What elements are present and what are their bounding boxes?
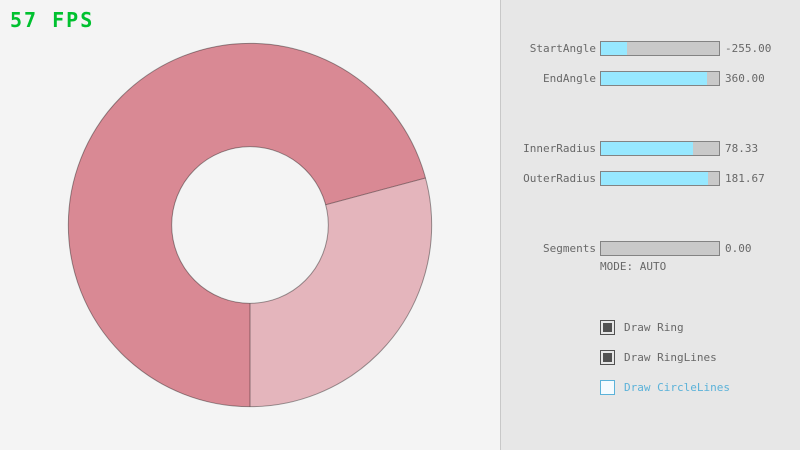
draw-ring-label: Draw Ring: [624, 320, 684, 334]
outerradius-label: OuterRadius: [523, 171, 596, 185]
startangle-row: StartAngle -255.00: [500, 40, 800, 56]
segments-row: Segments 0.00: [500, 240, 800, 256]
endangle-slider-fill: [601, 71, 708, 85]
draw-ringlines-label: Draw RingLines: [624, 350, 717, 364]
draw-circlelines-label: Draw CircleLines: [624, 380, 730, 394]
outerradius-slider[interactable]: [600, 170, 720, 186]
segments-slider[interactable]: [600, 240, 720, 256]
innerradius-slider[interactable]: [600, 140, 720, 156]
outerradius-value: 181.67: [725, 171, 765, 185]
endangle-row: EndAngle 360.00: [500, 70, 800, 86]
endangle-value: 360.00: [725, 71, 765, 85]
ring-sector-light: [250, 177, 432, 407]
fps-counter: 57 FPS: [10, 8, 95, 32]
segments-label: Segments: [543, 241, 596, 255]
draw-ringlines-checkbox-row: Draw RingLines: [600, 349, 717, 365]
innerradius-label: InnerRadius: [523, 141, 596, 155]
startangle-label: StartAngle: [529, 41, 596, 55]
outerradius-slider-fill: [601, 171, 709, 185]
checkmark-icon: [603, 352, 612, 362]
startangle-slider-fill: [601, 41, 627, 55]
startangle-slider[interactable]: [600, 40, 720, 56]
draw-ring-checkbox[interactable]: [600, 319, 615, 335]
innerradius-slider-fill: [601, 141, 694, 155]
draw-circlelines-checkbox-row: Draw CircleLines: [600, 379, 730, 395]
mode-text: MODE: AUTO: [600, 260, 667, 273]
draw-circlelines-checkbox[interactable]: [600, 379, 615, 395]
outerradius-row: OuterRadius 181.67: [500, 170, 800, 186]
innerradius-value: 78.33: [725, 141, 759, 155]
checkmark-icon: [603, 322, 612, 332]
innerradius-row: InnerRadius 78.33: [500, 140, 800, 156]
ring-sector-dark: [68, 43, 426, 407]
draw-ringlines-checkbox[interactable]: [600, 349, 615, 365]
startangle-value: -255.00: [725, 41, 772, 55]
ring-lines: [67, 42, 433, 408]
segments-value: 0.00: [725, 241, 752, 255]
endangle-slider[interactable]: [600, 70, 720, 86]
endangle-label: EndAngle: [543, 71, 596, 85]
draw-ring-checkbox-row: Draw Ring: [600, 319, 684, 335]
